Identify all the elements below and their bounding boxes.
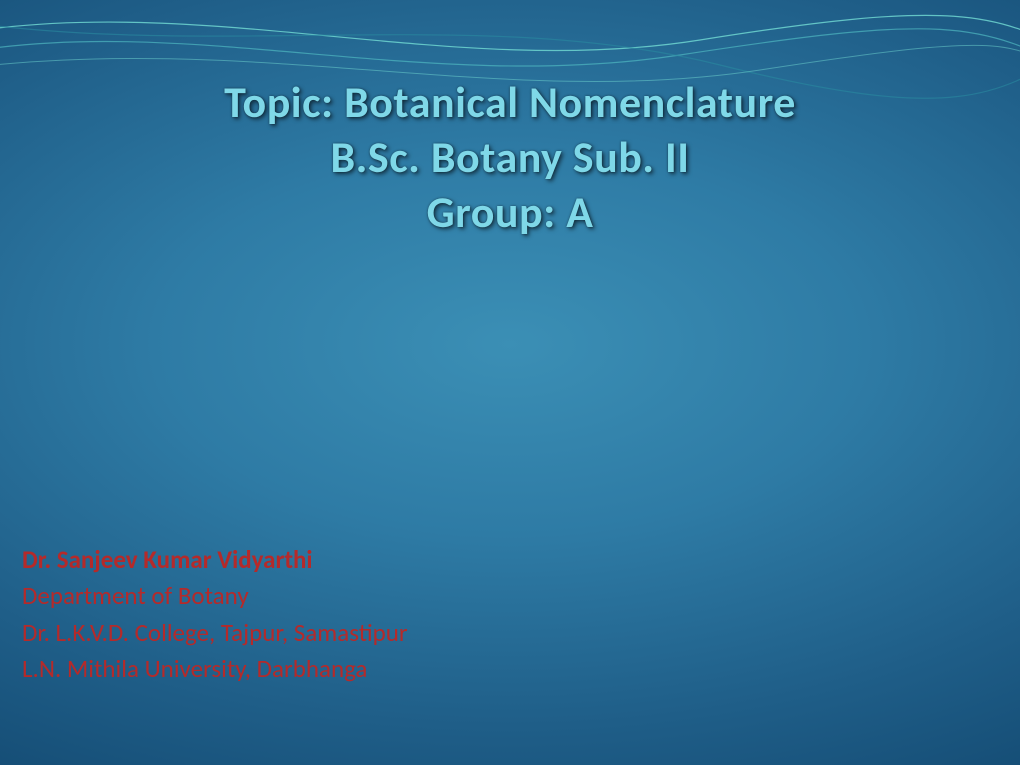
title-line-2: B.Sc. Botany Sub. II [0,130,1020,185]
title-line-3: Group: A [0,185,1020,240]
presentation-slide: Topic: Botanical Nomenclature B.Sc. Bota… [0,0,1020,765]
author-name: Dr. Sanjeev Kumar Vidyarthi [22,542,408,578]
author-college: Dr. L.K.V.D. College, Tajpur, Samastipur [22,615,408,651]
slide-title: Topic: Botanical Nomenclature B.Sc. Bota… [0,75,1020,240]
author-university: L.N. Mithila University, Darbhanga [22,651,408,687]
author-block: Dr. Sanjeev Kumar Vidyarthi Department o… [22,542,408,687]
title-line-1: Topic: Botanical Nomenclature [0,75,1020,130]
author-department: Department of Botany [22,578,408,614]
